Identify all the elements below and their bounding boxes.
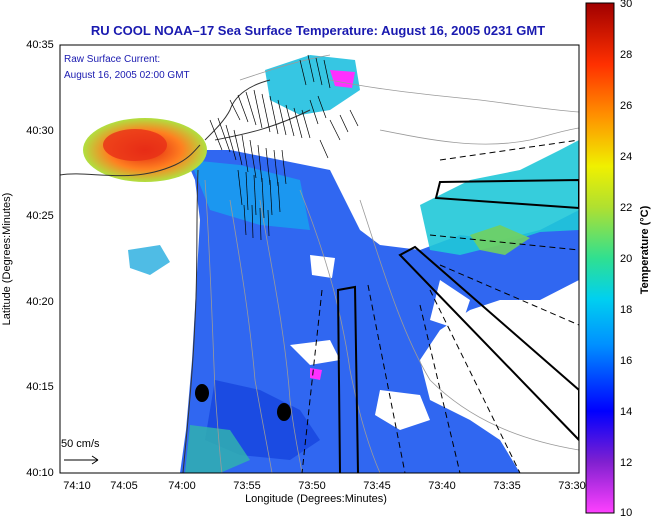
y-tick-label: 40:20 xyxy=(26,296,54,308)
y-tick-label: 40:10 xyxy=(26,467,54,479)
y-axis: 40:35 40:30 40:25 40:20 40:15 40:10 Lati… xyxy=(1,39,54,479)
traffic-lanes xyxy=(336,178,579,473)
plot-area xyxy=(60,45,579,473)
colorbar-tick-label: 24 xyxy=(620,151,632,163)
sst-warm-core xyxy=(103,129,167,161)
sst-water-cool xyxy=(180,150,579,473)
y-axis-label: Latitude (Degrees:Minutes) xyxy=(1,193,13,326)
colorbar-tick-label: 22 xyxy=(620,202,632,214)
sst-water-north xyxy=(265,55,360,115)
colorbar-gradient xyxy=(585,2,615,514)
x-tick-label: 73:55 xyxy=(233,480,261,492)
colorbar-tick-label: 12 xyxy=(620,457,632,469)
nodata-gap-4 xyxy=(375,390,430,430)
mooring-marker-east xyxy=(277,403,291,421)
colorbar-tick-label: 20 xyxy=(620,253,632,265)
colorbar-tick-label: 18 xyxy=(620,304,632,316)
x-tick-label: 73:30 xyxy=(558,480,586,492)
coastline xyxy=(60,79,311,473)
y-tick-label: 40:15 xyxy=(26,381,54,393)
sst-water-mid xyxy=(190,160,310,230)
nodata-gap-1 xyxy=(310,255,335,278)
colorbar: 30 28 26 24 22 20 18 16 14 12 10 Tempera… xyxy=(585,0,651,518)
sst-patch-magenta xyxy=(310,368,322,380)
colorbar-tick-label: 14 xyxy=(620,406,632,418)
colorbar-tick-label: 28 xyxy=(620,49,632,61)
plot-border xyxy=(59,44,580,474)
x-tick-label: 73:50 xyxy=(298,480,326,492)
traffic-lane-boundaries xyxy=(301,139,579,473)
colorbar-tick-label: 16 xyxy=(620,355,632,367)
mooring-marker-west xyxy=(195,384,209,402)
surface-current-vectors xyxy=(209,54,359,241)
x-axis: 74:10 74:05 74:00 73:55 73:50 73:45 73:4… xyxy=(63,480,586,505)
map-title: RU COOL NOAA–17 Sea Surface Temperature:… xyxy=(91,23,545,38)
sst-water-east xyxy=(420,140,579,255)
x-tick-label: 73:45 xyxy=(363,480,391,492)
colorbar-tick-label: 26 xyxy=(620,100,632,112)
sst-water-east-warm xyxy=(470,225,530,255)
scale-label: 50 cm/s xyxy=(61,438,100,450)
colorbar-tick-label: 30 xyxy=(620,0,632,10)
y-tick-label: 40:25 xyxy=(26,210,54,222)
colorbar-tick-label: 10 xyxy=(620,507,632,518)
sst-water-south-warm xyxy=(185,425,250,473)
y-tick-label: 40:30 xyxy=(26,125,54,137)
scale-arrow-icon xyxy=(64,455,99,465)
x-tick-label: 73:40 xyxy=(428,480,456,492)
x-tick-label: 74:05 xyxy=(110,480,138,492)
colorbar-label: Temperature (°C) xyxy=(639,205,651,294)
current-annotation-line2: August 16, 2005 02:00 GMT xyxy=(64,70,190,81)
y-tick-label: 40:35 xyxy=(26,39,54,51)
sst-patch-west xyxy=(128,245,170,275)
x-tick-label: 74:00 xyxy=(168,480,196,492)
x-axis-label: Longitude (Degrees:Minutes) xyxy=(245,493,387,505)
x-tick-label: 73:35 xyxy=(493,480,521,492)
x-tick-label: 74:10 xyxy=(63,480,91,492)
current-annotation-line1: Raw Surface Current: xyxy=(64,54,160,65)
bathymetry-contours xyxy=(204,54,579,473)
